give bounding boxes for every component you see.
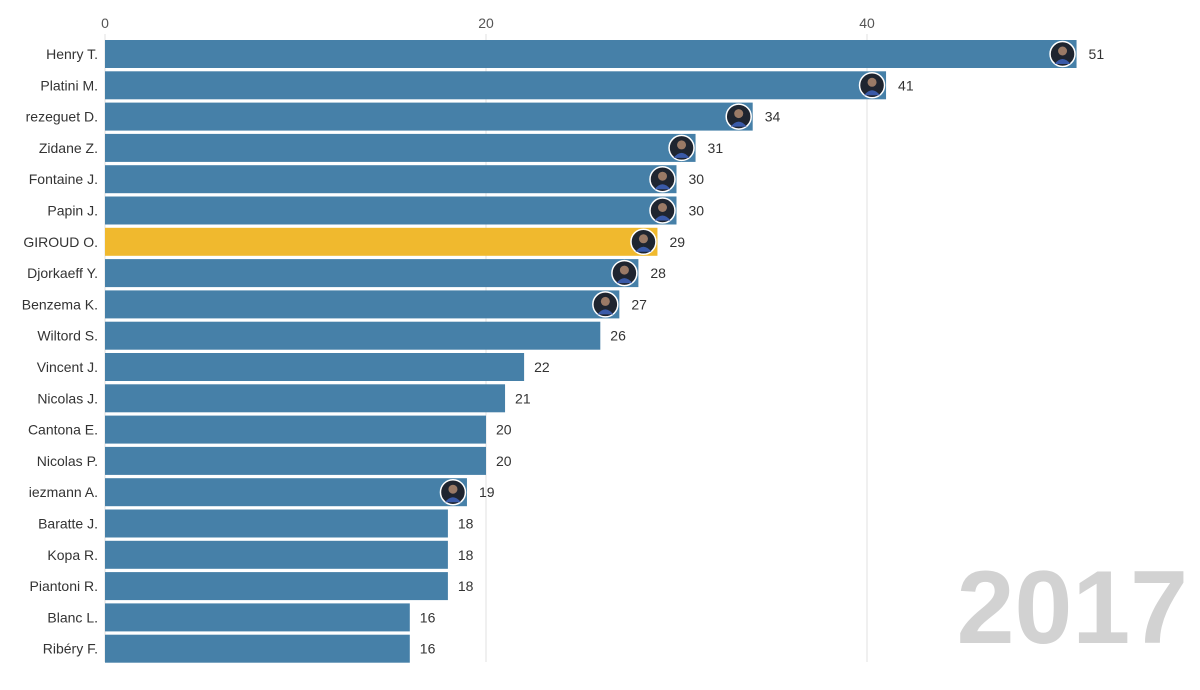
player-avatar-icon bbox=[858, 72, 886, 99]
bar bbox=[105, 478, 467, 507]
bar-row: Papin J. 30 bbox=[47, 196, 705, 225]
category-label: Papin J. bbox=[47, 203, 98, 219]
bar-row: Zidane Z. 31 bbox=[39, 133, 724, 162]
category-label: Kopa R. bbox=[47, 547, 98, 563]
bar-row: iezmann A. 19 bbox=[29, 478, 495, 507]
category-label: Nicolas J. bbox=[37, 390, 98, 406]
bar bbox=[105, 40, 1077, 68]
bar-row: Wiltord S. 26 bbox=[37, 321, 626, 350]
bar bbox=[105, 572, 448, 601]
bar-row: Nicolas J. 21 bbox=[37, 384, 531, 413]
bar-row: Cantona E. 20 bbox=[28, 415, 512, 444]
value-label: 30 bbox=[689, 171, 705, 187]
bar bbox=[105, 102, 753, 131]
bar-row: Nicolas P. 20 bbox=[37, 446, 512, 475]
bar bbox=[105, 634, 410, 663]
bar bbox=[105, 446, 486, 475]
player-avatar-icon bbox=[725, 103, 752, 130]
x-tick-label: 40 bbox=[859, 15, 875, 31]
bar-row: Vincent J. 22 bbox=[37, 353, 550, 381]
value-label: 18 bbox=[458, 547, 474, 563]
player-avatar-icon bbox=[1049, 40, 1076, 68]
x-tick-label: 0 bbox=[101, 15, 109, 31]
category-label: Ribéry F. bbox=[43, 641, 98, 657]
value-label: 31 bbox=[708, 140, 724, 156]
player-avatar-icon bbox=[630, 228, 657, 256]
value-label: 29 bbox=[669, 234, 685, 250]
category-label: Djorkaeff Y. bbox=[27, 265, 98, 281]
category-label: iezmann A. bbox=[29, 484, 98, 500]
x-axis-ticks: 0 20 40 bbox=[101, 15, 875, 31]
category-label: Piantoni R. bbox=[30, 578, 98, 594]
bar bbox=[105, 603, 410, 632]
bar bbox=[105, 353, 525, 381]
category-label: GIROUD O. bbox=[23, 234, 98, 250]
bar bbox=[105, 133, 696, 162]
bar bbox=[105, 321, 601, 350]
category-label: Blanc L. bbox=[47, 609, 98, 625]
bar-row: Benzema K. 27 bbox=[22, 290, 647, 319]
category-label: Fontaine J. bbox=[29, 171, 98, 187]
value-label: 26 bbox=[610, 328, 626, 344]
bar-row: Piantoni R. 18 bbox=[30, 572, 474, 601]
bar bbox=[105, 259, 639, 288]
category-label: Benzema K. bbox=[22, 296, 98, 312]
value-label: 51 bbox=[1089, 46, 1105, 62]
bars: Henry T. 51 Platini M. 41 rezeguet D. 34 Zidan… bbox=[22, 40, 1104, 663]
value-label: 18 bbox=[458, 578, 474, 594]
value-label: 20 bbox=[496, 453, 512, 469]
player-avatar-icon bbox=[439, 478, 467, 506]
value-label: 16 bbox=[420, 641, 436, 657]
bar bbox=[105, 290, 620, 319]
bar-row: rezeguet D. 34 bbox=[26, 102, 781, 131]
bar-row: Blanc L. 16 bbox=[47, 603, 436, 632]
bar-row: Ribéry F. 16 bbox=[43, 634, 436, 663]
bar bbox=[105, 384, 506, 413]
bar-row: Baratte J. 18 bbox=[38, 509, 474, 538]
bar-row: Fontaine J. 30 bbox=[29, 165, 705, 194]
value-label: 22 bbox=[534, 359, 550, 375]
bar-row: Djorkaeff Y. 28 bbox=[27, 259, 666, 288]
bar-row: Kopa R. 18 bbox=[47, 540, 474, 569]
category-label: Wiltord S. bbox=[37, 328, 98, 344]
player-avatar-icon bbox=[649, 197, 676, 224]
bar bbox=[105, 540, 448, 569]
category-label: rezeguet D. bbox=[26, 109, 98, 125]
bar-row: GIROUD O. 29 bbox=[23, 227, 685, 256]
value-label: 27 bbox=[631, 296, 647, 312]
bar-row: Platini M. 41 bbox=[40, 71, 914, 100]
bar bbox=[105, 165, 677, 194]
bar bbox=[105, 196, 677, 225]
x-tick-label: 20 bbox=[478, 15, 494, 31]
value-label: 41 bbox=[898, 77, 914, 93]
bar bbox=[105, 227, 658, 256]
category-label: Henry T. bbox=[46, 46, 98, 62]
bar bbox=[105, 415, 486, 444]
player-avatar-icon bbox=[649, 165, 676, 193]
value-label: 34 bbox=[765, 109, 781, 125]
value-label: 19 bbox=[479, 484, 495, 500]
category-label: Cantona E. bbox=[28, 422, 98, 438]
value-label: 16 bbox=[420, 609, 436, 625]
bar-row: Henry T. 51 bbox=[46, 40, 1104, 68]
category-label: Zidane Z. bbox=[39, 140, 98, 156]
player-avatar-icon bbox=[611, 259, 638, 287]
bar bbox=[105, 509, 448, 538]
category-label: Platini M. bbox=[40, 77, 98, 93]
value-label: 20 bbox=[496, 422, 512, 438]
year-label: 2017 bbox=[957, 550, 1188, 666]
category-label: Nicolas P. bbox=[37, 453, 98, 469]
bar bbox=[105, 71, 887, 100]
value-label: 18 bbox=[458, 516, 474, 532]
player-avatar-icon bbox=[592, 291, 619, 318]
category-label: Vincent J. bbox=[37, 359, 98, 375]
player-avatar-icon bbox=[668, 134, 695, 162]
value-label: 28 bbox=[650, 265, 666, 281]
category-label: Baratte J. bbox=[38, 516, 98, 532]
value-label: 21 bbox=[515, 390, 531, 406]
value-label: 30 bbox=[689, 203, 705, 219]
